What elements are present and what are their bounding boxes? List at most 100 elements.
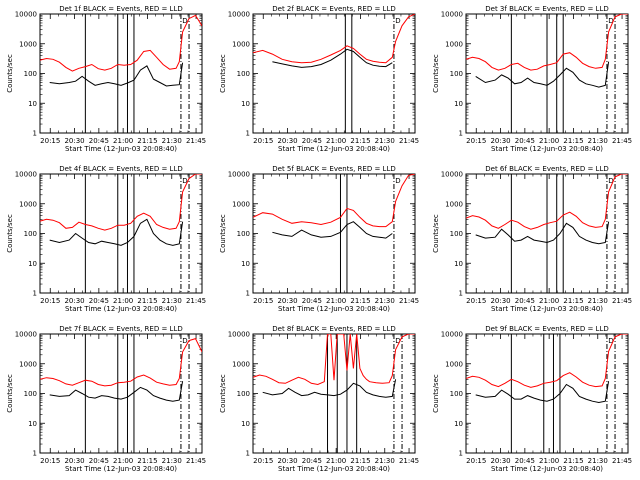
panel-1: Det 1f BLACK = Events, RED = LLD Counts/s… (6, 5, 206, 153)
panel-title: Det 7f BLACK = Events, RED = LLD (59, 325, 182, 333)
y-tick-label: 1000 (19, 40, 37, 48)
y-tick-label: 10000 (441, 11, 463, 19)
x-tick-label: 21:00 (539, 297, 559, 305)
y-tick-label: 10 (454, 420, 463, 428)
marker-label: D (395, 177, 400, 185)
x-tick-label: 20:15 (253, 457, 273, 465)
y-tick-label: 1000 (232, 200, 250, 208)
x-tick-label: 21:00 (113, 137, 133, 145)
x-tick-label: 21:00 (326, 137, 346, 145)
series-lld (466, 334, 628, 388)
y-axis-label: Counts/sec (219, 54, 227, 93)
x-tick-label: 20:30 (277, 457, 297, 465)
x-tick-label: 21:45 (612, 297, 632, 305)
y-tick-label: 1000 (19, 200, 37, 208)
marker-label: D (608, 177, 613, 185)
x-tick-label: 20:45 (515, 297, 535, 305)
x-tick-label: 21:45 (186, 137, 206, 145)
y-tick-label: 1 (459, 450, 463, 458)
y-tick-label: 10000 (15, 171, 37, 179)
x-tick-label: 21:45 (186, 457, 206, 465)
y-tick-label: 10 (454, 260, 463, 268)
x-axis-label: Start Time (12-Jun-03 20:08:40) (65, 305, 177, 313)
plot-frame (39, 333, 203, 454)
y-tick-label: 10000 (15, 331, 37, 339)
y-axis-label: Counts/sec (219, 214, 227, 253)
x-tick-label: 21:30 (375, 297, 395, 305)
x-tick-label: 21:30 (375, 137, 395, 145)
y-axis-label: Counts/sec (432, 214, 440, 253)
y-axis-label: Counts/sec (432, 374, 440, 413)
y-axis-label: Counts/sec (6, 214, 14, 253)
y-tick-label: 1 (459, 290, 463, 298)
x-tick-label: 21:30 (162, 297, 182, 305)
x-tick-label: 21:45 (612, 457, 632, 465)
y-tick-label: 10 (241, 420, 250, 428)
x-tick-label: 20:45 (89, 297, 109, 305)
y-tick-label: 10 (241, 260, 250, 268)
y-tick-label: 100 (237, 390, 250, 398)
y-tick-label: 10 (28, 260, 37, 268)
y-tick-label: 100 (237, 70, 250, 78)
marker-label: D (182, 337, 187, 345)
series-events (475, 381, 610, 404)
y-tick-label: 1000 (232, 360, 250, 368)
x-tick-label: 21:00 (326, 457, 346, 465)
marker-label: D (182, 177, 187, 185)
y-tick-label: 10 (28, 100, 37, 108)
series-events (272, 48, 393, 68)
x-axis-label: Start Time (12-Jun-03 20:08:40) (65, 145, 177, 153)
x-tick-label: 21:15 (137, 297, 157, 305)
y-tick-label: 1 (33, 450, 37, 458)
y-tick-label: 10000 (441, 331, 463, 339)
plot-frame (39, 13, 203, 134)
x-axis-label: Start Time (12-Jun-03 20:08:40) (491, 305, 603, 313)
y-tick-label: 100 (24, 230, 37, 238)
y-tick-label: 1 (246, 290, 250, 298)
x-tick-label: 21:30 (162, 457, 182, 465)
y-tick-label: 1 (33, 130, 37, 138)
x-tick-label: 21:15 (350, 297, 370, 305)
x-tick-label: 21:45 (399, 297, 419, 305)
plot-frame (252, 13, 416, 134)
y-tick-label: 10 (454, 100, 463, 108)
x-tick-label: 20:15 (253, 137, 273, 145)
x-tick-label: 21:00 (539, 457, 559, 465)
y-axis-label: Counts/sec (432, 54, 440, 93)
x-tick-label: 20:30 (490, 137, 510, 145)
x-axis-label: Start Time (12-Jun-03 20:08:40) (278, 145, 390, 153)
x-tick-label: 20:45 (515, 137, 535, 145)
y-tick-label: 1000 (19, 360, 37, 368)
y-tick-label: 10 (28, 420, 37, 428)
y-axis-label: Counts/sec (6, 374, 14, 413)
x-tick-label: 21:00 (326, 297, 346, 305)
y-tick-label: 10000 (228, 11, 250, 19)
x-tick-label: 21:15 (137, 137, 157, 145)
panel-title: Det 4f BLACK = Events, RED = LLD (59, 165, 182, 173)
y-tick-label: 1000 (445, 360, 463, 368)
x-tick-label: 21:00 (113, 457, 133, 465)
y-tick-label: 1000 (445, 200, 463, 208)
panel-2: Det 2f BLACK = Events, RED = LLD Counts/s… (219, 5, 419, 153)
panel-title: Det 2f BLACK = Events, RED = LLD (272, 5, 395, 13)
x-tick-label: 20:45 (302, 137, 322, 145)
marker-label: D (608, 17, 613, 25)
series-events (262, 379, 397, 398)
x-axis-label: Start Time (12-Jun-03 20:08:40) (491, 145, 603, 153)
y-tick-label: 1 (246, 450, 250, 458)
panel-title: Det 9f BLACK = Events, RED = LLD (485, 325, 608, 333)
x-tick-label: 20:45 (302, 297, 322, 305)
y-tick-label: 100 (450, 390, 463, 398)
series-lld (253, 174, 415, 228)
series-lld (466, 14, 628, 71)
y-tick-label: 10000 (228, 171, 250, 179)
x-tick-label: 20:30 (64, 297, 84, 305)
x-tick-label: 21:00 (113, 297, 133, 305)
panel-title: Det 5f BLACK = Events, RED = LLD (272, 165, 395, 173)
x-tick-label: 20:15 (466, 137, 486, 145)
x-tick-label: 21:30 (588, 137, 608, 145)
x-axis-label: Start Time (12-Jun-03 20:08:40) (491, 465, 603, 473)
series-lld (466, 174, 628, 230)
x-tick-label: 20:15 (40, 297, 60, 305)
